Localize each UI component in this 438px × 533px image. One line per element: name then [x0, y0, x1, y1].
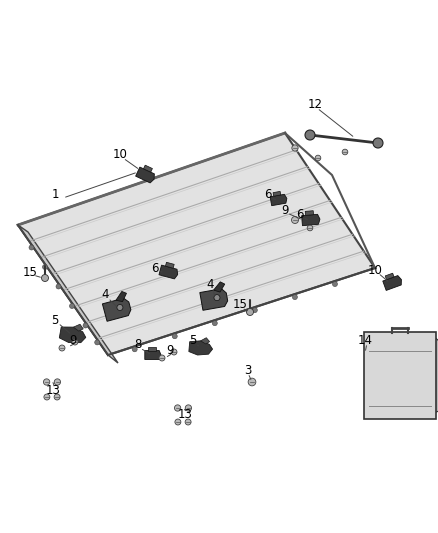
Text: 14: 14 — [357, 334, 372, 346]
Text: 6: 6 — [296, 208, 304, 222]
Circle shape — [44, 394, 50, 400]
Polygon shape — [102, 298, 131, 321]
Circle shape — [72, 339, 78, 345]
Circle shape — [212, 321, 217, 326]
Circle shape — [83, 323, 88, 328]
Circle shape — [171, 349, 177, 355]
Circle shape — [43, 379, 50, 385]
Polygon shape — [148, 347, 155, 351]
Polygon shape — [273, 191, 281, 196]
Text: 8: 8 — [134, 338, 141, 351]
Polygon shape — [270, 195, 287, 206]
Text: 3: 3 — [244, 364, 252, 376]
Polygon shape — [305, 211, 314, 215]
Circle shape — [42, 274, 49, 281]
Circle shape — [185, 419, 191, 425]
Circle shape — [172, 334, 177, 339]
Text: 5: 5 — [189, 334, 197, 346]
Polygon shape — [74, 324, 83, 331]
Circle shape — [293, 295, 297, 300]
Polygon shape — [159, 265, 178, 279]
Circle shape — [29, 245, 34, 250]
Text: 5: 5 — [51, 313, 59, 327]
Text: 15: 15 — [23, 265, 37, 279]
Circle shape — [252, 308, 258, 313]
Circle shape — [174, 405, 181, 411]
Polygon shape — [201, 338, 210, 344]
Text: 12: 12 — [307, 99, 322, 111]
Polygon shape — [144, 165, 152, 172]
Circle shape — [332, 281, 337, 287]
Circle shape — [54, 394, 60, 400]
Polygon shape — [385, 273, 394, 280]
Polygon shape — [200, 289, 228, 310]
Circle shape — [42, 264, 47, 270]
Circle shape — [342, 149, 348, 155]
Polygon shape — [435, 337, 438, 413]
Polygon shape — [18, 133, 375, 355]
Polygon shape — [166, 262, 174, 268]
Circle shape — [56, 284, 61, 289]
Text: 1: 1 — [51, 189, 59, 201]
Polygon shape — [59, 327, 86, 343]
Circle shape — [248, 378, 256, 386]
Circle shape — [305, 130, 315, 140]
Text: 9: 9 — [69, 334, 77, 346]
Circle shape — [373, 138, 383, 148]
Circle shape — [247, 309, 254, 316]
FancyBboxPatch shape — [364, 332, 436, 418]
Circle shape — [95, 340, 100, 345]
Text: 9: 9 — [281, 204, 289, 216]
Polygon shape — [189, 341, 212, 355]
Circle shape — [292, 216, 299, 223]
Circle shape — [59, 345, 65, 351]
Circle shape — [175, 419, 181, 425]
Polygon shape — [18, 225, 118, 363]
Text: 15: 15 — [233, 298, 247, 311]
Circle shape — [70, 303, 74, 309]
Polygon shape — [214, 282, 225, 292]
Circle shape — [159, 355, 165, 361]
Circle shape — [214, 295, 220, 301]
Polygon shape — [145, 351, 161, 359]
Polygon shape — [116, 292, 127, 302]
Text: 13: 13 — [177, 408, 192, 422]
Polygon shape — [383, 276, 401, 290]
Text: 4: 4 — [101, 288, 109, 302]
Circle shape — [315, 155, 321, 161]
Circle shape — [117, 304, 123, 311]
Text: 6: 6 — [151, 262, 159, 274]
Text: 13: 13 — [46, 384, 60, 397]
Text: 4: 4 — [206, 279, 214, 292]
Circle shape — [54, 379, 60, 385]
Text: 6: 6 — [264, 189, 272, 201]
Text: 10: 10 — [113, 149, 127, 161]
Text: 9: 9 — [166, 343, 174, 357]
Polygon shape — [136, 167, 154, 183]
Polygon shape — [302, 214, 320, 225]
Circle shape — [292, 145, 298, 151]
Circle shape — [307, 225, 313, 231]
Circle shape — [132, 347, 137, 352]
Text: 10: 10 — [367, 263, 382, 277]
Circle shape — [185, 405, 191, 411]
